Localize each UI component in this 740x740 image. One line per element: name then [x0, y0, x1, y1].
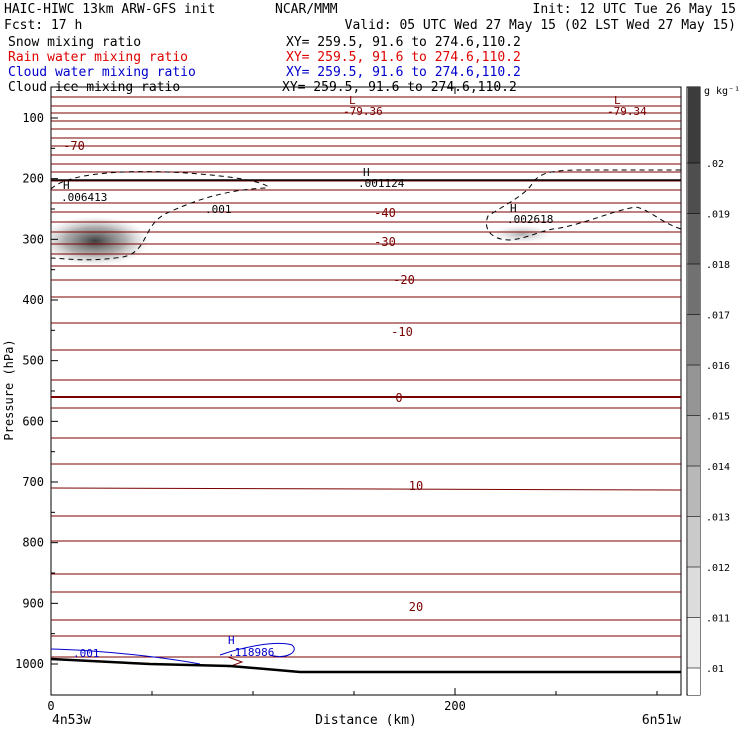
- y-tick-label: 800: [22, 536, 44, 550]
- y-tick-label: 400: [22, 293, 44, 307]
- y-axis-title: Pressure (hPa): [2, 339, 16, 440]
- low-marker-1: L: [349, 94, 356, 107]
- x-axis-title: Distance (km): [315, 713, 417, 728]
- colorbar-tick-label: .018: [706, 260, 730, 271]
- field-rain-xy: XY= 259.5, 91.6 to 274.6,110.2: [286, 50, 521, 65]
- snow-shading-max: [51, 216, 150, 266]
- colorbar-band: [688, 87, 700, 163]
- colorbar-band: [688, 213, 700, 264]
- colorbar-tick-label: .015: [706, 412, 730, 423]
- cloud-water-contour-left: [51, 648, 201, 665]
- cloud-water-contour-label: .001: [73, 647, 100, 660]
- title-model: HAIC-HIWC 13km ARW-GFS init: [4, 2, 215, 17]
- colorbar-band: [688, 264, 700, 315]
- y-tick-label: 700: [22, 475, 44, 489]
- field-rain-name: Rain water mixing ratio: [8, 50, 188, 65]
- title-forecast: Fcst: 17 h: [4, 18, 82, 33]
- x-tick-label: 0: [47, 699, 54, 713]
- y-tick-label: 100: [22, 111, 44, 125]
- temp-label-0: 0: [395, 391, 402, 405]
- colorbar-band: [688, 314, 700, 365]
- temp-label-minus40: -40: [374, 206, 396, 220]
- colorbar-band: [688, 365, 700, 416]
- snow-shading-secondary: [492, 225, 552, 243]
- snow-high-value-1: .006413: [61, 191, 107, 204]
- snow-high-marker-3: H: [510, 202, 517, 215]
- cloud-water-high-marker: H: [228, 634, 235, 647]
- x-tick-label: 200: [444, 699, 466, 713]
- title-init: Init: 12 UTC Tue 26 May 15: [533, 2, 737, 17]
- y-tick-label: 500: [22, 354, 44, 368]
- low-value-2: -79.34: [607, 105, 647, 118]
- low-marker-2: L: [614, 94, 621, 107]
- terrain-line: [51, 657, 681, 674]
- snow-high-marker-1: H: [63, 179, 70, 192]
- cloud-water-contour-right: [219, 642, 295, 658]
- y-tick-label: 900: [22, 596, 44, 610]
- temp-label-minus20: -20: [393, 273, 415, 287]
- temp-label-20: 20: [409, 600, 423, 614]
- x-axis: 0 200: [47, 87, 658, 713]
- colorbar-unit: g kg⁻¹: [704, 86, 740, 97]
- colorbar-band: [688, 415, 700, 466]
- snow-contour-left: [51, 171, 269, 261]
- snow-high-marker-2: H: [363, 166, 370, 179]
- snow-high-value-2: .001124: [358, 177, 405, 190]
- colorbar-tick-label: .013: [706, 513, 730, 524]
- field-snow-xy: XY= 259.5, 91.6 to 274.6,110.2: [286, 35, 521, 50]
- low-value-1: -79.36: [343, 105, 383, 118]
- field-cloudwater-xy: XY= 259.5, 91.6 to 274.6,110.2: [286, 65, 521, 80]
- colorbar-tick-label: .02: [706, 159, 724, 170]
- colorbar-band: [688, 567, 700, 618]
- y-axis: 100 200 300 400 500 600 700 800 900 1000: [15, 111, 58, 671]
- colorbar-tick-label: .014: [706, 462, 730, 473]
- snow-high-value-3: .002618: [507, 213, 553, 226]
- colorbar-tick-label: .012: [706, 563, 730, 574]
- title-center: NCAR/MMM: [275, 2, 338, 17]
- temperature-contours: [51, 96, 681, 658]
- colorbar-band: [688, 466, 700, 517]
- plot-area: [51, 96, 681, 674]
- colorbar: .02 .019 .018 .017 .016 .015 .014 .013 .012 .011.…: [687, 87, 730, 695]
- colorbar-tick-label: .016: [706, 361, 730, 372]
- colorbar-tick-label: .011: [706, 614, 730, 625]
- cloud-water-high-value: .118986: [228, 646, 274, 659]
- temp-label-minus30: -30: [374, 235, 396, 249]
- colorbar-band: [688, 668, 700, 695]
- temp-label-minus70: -70: [63, 139, 85, 153]
- title-valid: Valid: 05 UTC Wed 27 May 15 (02 LST Wed …: [345, 18, 736, 33]
- contour-labels: -70 -40 -30 -20 -10 0 10 20 L -79.36 L -…: [61, 94, 647, 660]
- colorbar-tick-label: .017: [706, 311, 730, 322]
- snow-contour-right: [486, 169, 681, 241]
- temp-label-minus10: -10: [391, 325, 413, 339]
- x-endpoint-left: 4n53w: [52, 713, 91, 728]
- colorbar-band: [688, 516, 700, 567]
- colorbar-tick-label: .01: [706, 664, 724, 675]
- colorbar-tick-label: .019: [706, 210, 730, 221]
- colorbar-band: [688, 617, 700, 668]
- field-snow-name: Snow mixing ratio: [8, 35, 141, 50]
- colorbar-band: [688, 163, 700, 214]
- field-cloudwater-name: Cloud water mixing ratio: [8, 65, 196, 80]
- x-endpoint-right: 6n51w: [642, 713, 681, 728]
- y-tick-label: 600: [22, 414, 44, 428]
- y-tick-label: 300: [22, 232, 44, 246]
- y-tick-label: 200: [22, 172, 44, 186]
- temp-label-10: 10: [409, 479, 423, 493]
- snow-contour-label: .001: [205, 203, 232, 216]
- y-tick-label: 1000: [15, 657, 44, 671]
